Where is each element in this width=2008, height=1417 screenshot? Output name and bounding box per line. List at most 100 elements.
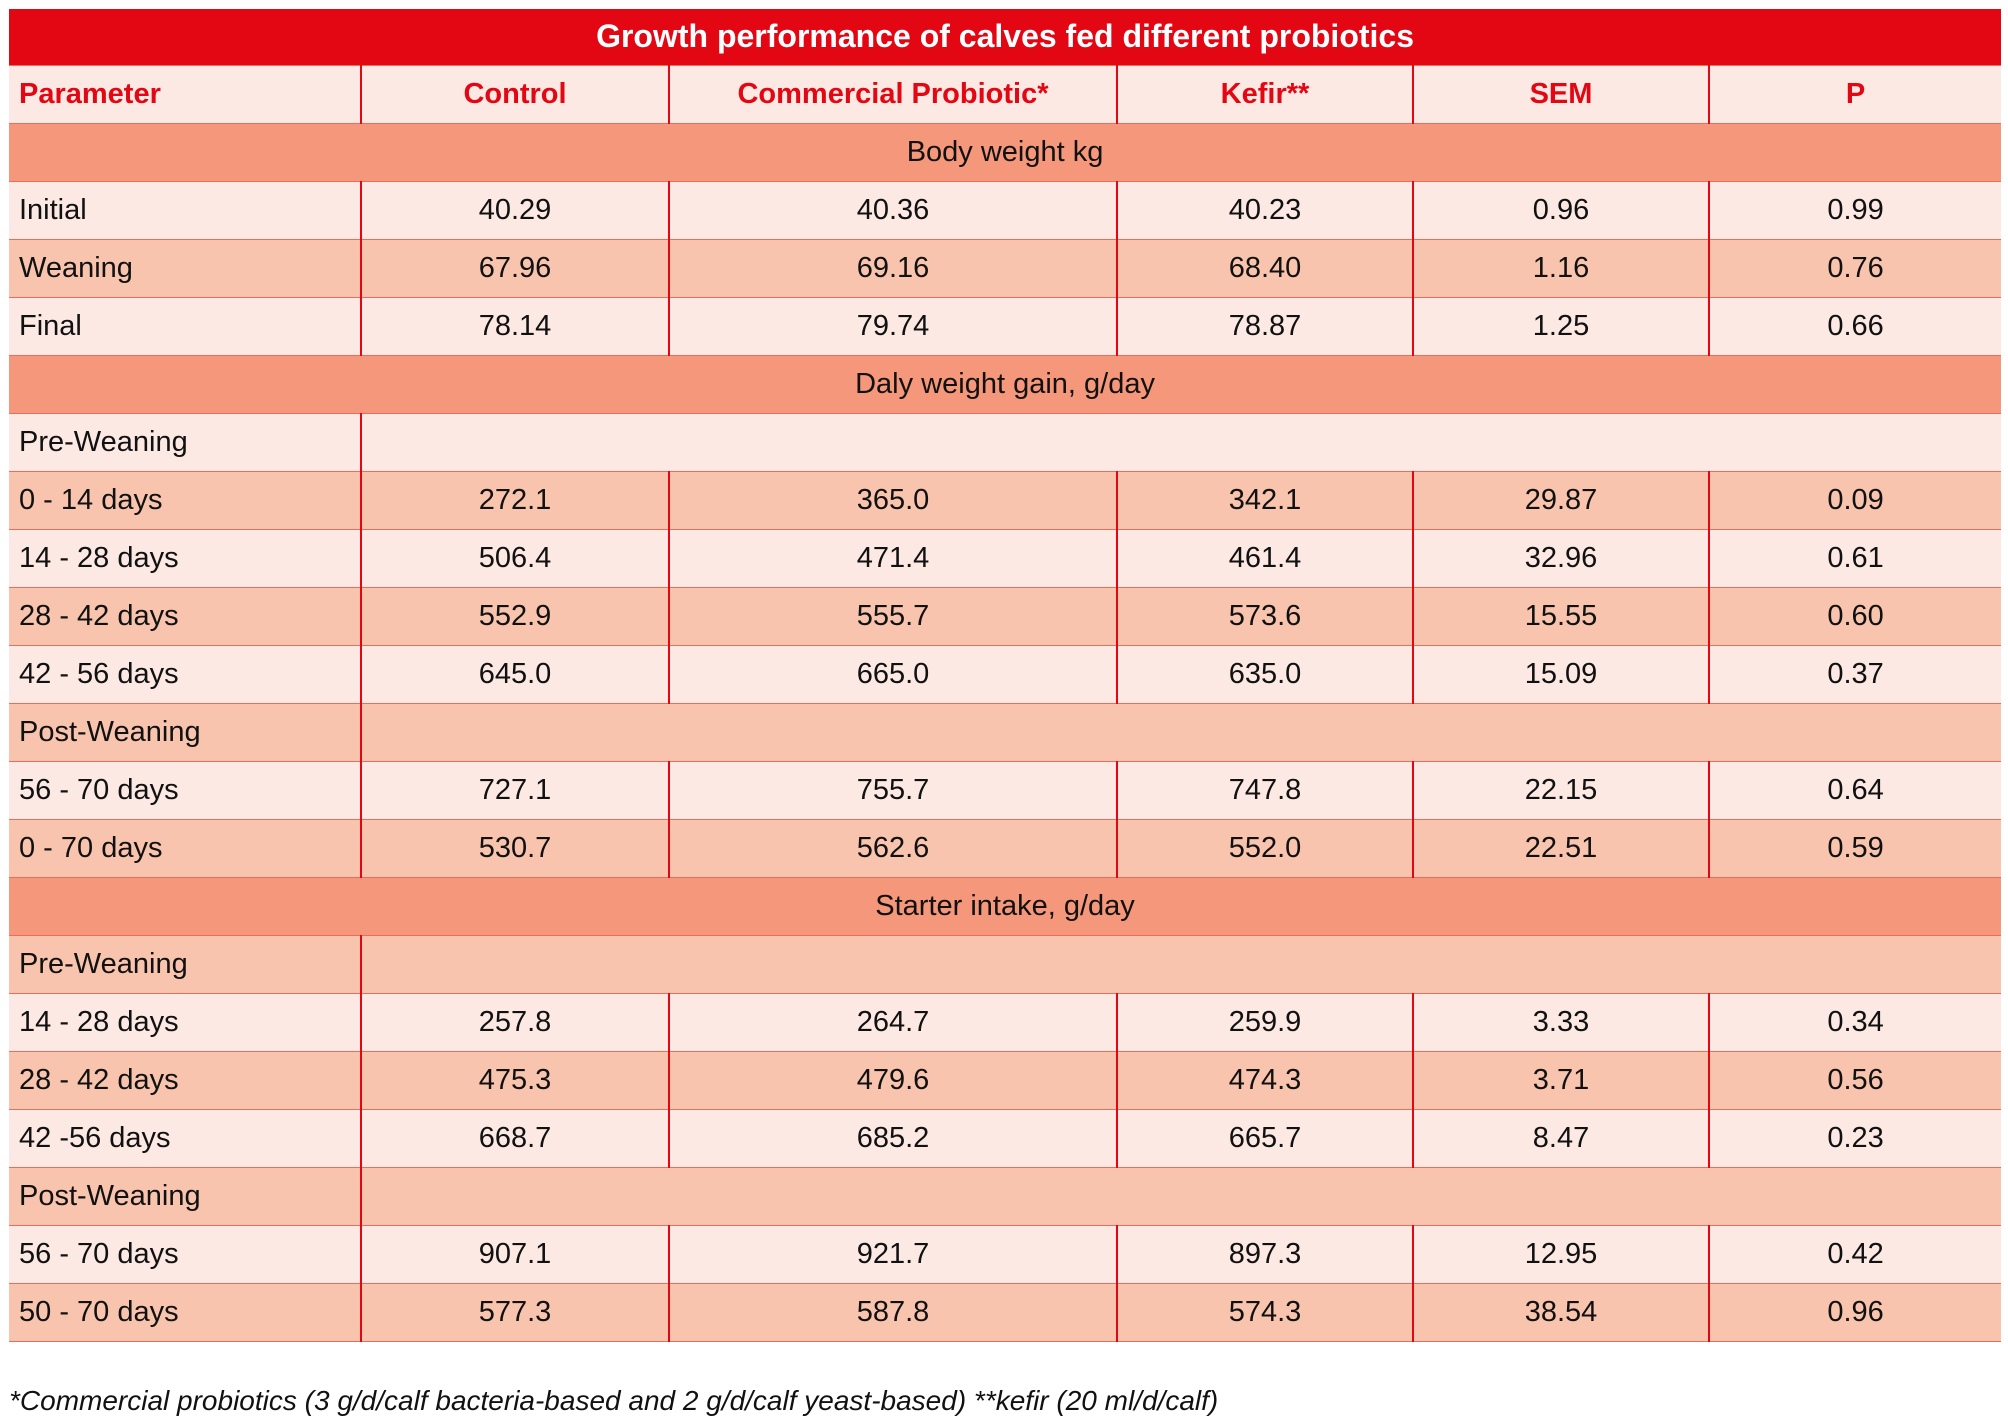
subgroup-row: Pre-Weaning <box>9 412 2002 472</box>
cell-sem: 3.71 <box>1412 1050 1710 1110</box>
cell-parameter: 42 -56 days <box>9 1108 362 1168</box>
cell-p: 0.76 <box>1707 238 2002 298</box>
cell-kefir: 78.87 <box>1116 296 1414 356</box>
cell-commercial-probiotic: 921.7 <box>668 1224 1118 1284</box>
cell-p: 0.96 <box>1707 1282 2002 1342</box>
cell-sem: 32.96 <box>1412 528 1710 588</box>
cell-commercial-probiotic: 40.36 <box>668 180 1118 240</box>
cell-p: 0.56 <box>1707 1050 2002 1110</box>
cell-sem: 3.33 <box>1412 992 1710 1052</box>
cell-control: 552.9 <box>360 586 670 646</box>
cell-kefir: 474.3 <box>1116 1050 1414 1110</box>
cell-p: 0.64 <box>1707 760 2002 820</box>
cell-sem: 1.25 <box>1412 296 1710 356</box>
section-header-row: Daly weight gain, g/day <box>9 354 2002 414</box>
table-title: Growth performance of calves fed differe… <box>9 9 2002 65</box>
cell-sem: 0.96 <box>1412 180 1710 240</box>
cell-kefir: 897.3 <box>1116 1224 1414 1284</box>
subgroup-label: Post-Weaning <box>9 1166 362 1226</box>
cell-commercial-probiotic: 264.7 <box>668 992 1118 1052</box>
cell-commercial-probiotic: 365.0 <box>668 470 1118 530</box>
cell-control: 67.96 <box>360 238 670 298</box>
table-row: 28 - 42 days 552.9 555.7 573.6 15.55 0.60 <box>9 586 2002 646</box>
table-row: Initial 40.29 40.36 40.23 0.96 0.99 <box>9 180 2002 240</box>
cell-sem: 22.51 <box>1412 818 1710 878</box>
subgroup-row: Post-Weaning <box>9 702 2002 762</box>
section-title: Body weight kg <box>9 122 2002 182</box>
column-header-sem: SEM <box>1412 64 1710 124</box>
table-row: 42 -56 days 668.7 685.2 665.7 8.47 0.23 <box>9 1108 2002 1168</box>
empty-merged-cell <box>359 412 2002 472</box>
cell-sem: 12.95 <box>1412 1224 1710 1284</box>
cell-sem: 1.16 <box>1412 238 1710 298</box>
cell-p: 0.37 <box>1707 644 2002 704</box>
empty-merged-cell <box>359 702 2002 762</box>
section-header-row: Starter intake, g/day <box>9 876 2002 936</box>
cell-sem: 29.87 <box>1412 470 1710 530</box>
cell-commercial-probiotic: 471.4 <box>668 528 1118 588</box>
cell-kefir: 665.7 <box>1116 1108 1414 1168</box>
table-row: Final 78.14 79.74 78.87 1.25 0.66 <box>9 296 2002 356</box>
cell-control: 530.7 <box>360 818 670 878</box>
cell-kefir: 461.4 <box>1116 528 1414 588</box>
cell-p: 0.66 <box>1707 296 2002 356</box>
cell-control: 577.3 <box>360 1282 670 1342</box>
cell-parameter: 28 - 42 days <box>9 586 362 646</box>
cell-commercial-probiotic: 479.6 <box>668 1050 1118 1110</box>
cell-control: 257.8 <box>360 992 670 1052</box>
cell-parameter: 50 - 70 days <box>9 1282 362 1342</box>
cell-parameter: 14 - 28 days <box>9 528 362 588</box>
cell-p: 0.61 <box>1707 528 2002 588</box>
cell-kefir: 573.6 <box>1116 586 1414 646</box>
cell-sem: 15.55 <box>1412 586 1710 646</box>
table-row: 0 - 70 days 530.7 562.6 552.0 22.51 0.59 <box>9 818 2002 878</box>
subgroup-label: Pre-Weaning <box>9 412 362 472</box>
cell-parameter: 0 - 14 days <box>9 470 362 530</box>
column-header-kefir: Kefir** <box>1116 64 1414 124</box>
cell-p: 0.42 <box>1707 1224 2002 1284</box>
cell-control: 907.1 <box>360 1224 670 1284</box>
table-row: 14 - 28 days 506.4 471.4 461.4 32.96 0.61 <box>9 528 2002 588</box>
cell-kefir: 40.23 <box>1116 180 1414 240</box>
cell-p: 0.34 <box>1707 992 2002 1052</box>
table-row: 50 - 70 days 577.3 587.8 574.3 38.54 0.96 <box>9 1282 2002 1342</box>
subgroup-row: Post-Weaning <box>9 1166 2002 1226</box>
subgroup-label: Post-Weaning <box>9 702 362 762</box>
cell-parameter: Weaning <box>9 238 362 298</box>
column-header-commercial-probiotic: Commercial Probiotic* <box>668 64 1118 124</box>
cell-parameter: 14 - 28 days <box>9 992 362 1052</box>
table-row: Weaning 67.96 69.16 68.40 1.16 0.76 <box>9 238 2002 298</box>
cell-p: 0.59 <box>1707 818 2002 878</box>
cell-sem: 15.09 <box>1412 644 1710 704</box>
cell-parameter: 42 - 56 days <box>9 644 362 704</box>
cell-p: 0.23 <box>1707 1108 2002 1168</box>
table-row: 28 - 42 days 475.3 479.6 474.3 3.71 0.56 <box>9 1050 2002 1110</box>
table-row: 56 - 70 days 907.1 921.7 897.3 12.95 0.42 <box>9 1224 2002 1284</box>
cell-sem: 38.54 <box>1412 1282 1710 1342</box>
cell-kefir: 747.8 <box>1116 760 1414 820</box>
cell-p: 0.60 <box>1707 586 2002 646</box>
cell-kefir: 259.9 <box>1116 992 1414 1052</box>
section-header-row: Body weight kg <box>9 122 2002 182</box>
cell-control: 475.3 <box>360 1050 670 1110</box>
cell-commercial-probiotic: 562.6 <box>668 818 1118 878</box>
growth-performance-table: Growth performance of calves fed differe… <box>9 9 2002 1342</box>
section-title: Daly weight gain, g/day <box>9 354 2002 414</box>
cell-control: 645.0 <box>360 644 670 704</box>
empty-merged-cell <box>359 934 2002 994</box>
cell-parameter: 28 - 42 days <box>9 1050 362 1110</box>
cell-sem: 22.15 <box>1412 760 1710 820</box>
cell-commercial-probiotic: 555.7 <box>668 586 1118 646</box>
footnote: *Commercial probiotics (3 g/d/calf bacte… <box>9 1385 1219 1416</box>
section-title: Starter intake, g/day <box>9 876 2002 936</box>
cell-kefir: 635.0 <box>1116 644 1414 704</box>
table-row: 56 - 70 days 727.1 755.7 747.8 22.15 0.64 <box>9 760 2002 820</box>
empty-merged-cell <box>359 1166 2002 1226</box>
subgroup-label: Pre-Weaning <box>9 934 362 994</box>
cell-parameter: 0 - 70 days <box>9 818 362 878</box>
table-header-row: Parameter Control Commercial Probiotic* … <box>9 64 2002 124</box>
table-row: 42 - 56 days 645.0 665.0 635.0 15.09 0.37 <box>9 644 2002 704</box>
table-row: 0 - 14 days 272.1 365.0 342.1 29.87 0.09 <box>9 470 2002 530</box>
table-row: 14 - 28 days 257.8 264.7 259.9 3.33 0.34 <box>9 992 2002 1052</box>
cell-control: 40.29 <box>360 180 670 240</box>
